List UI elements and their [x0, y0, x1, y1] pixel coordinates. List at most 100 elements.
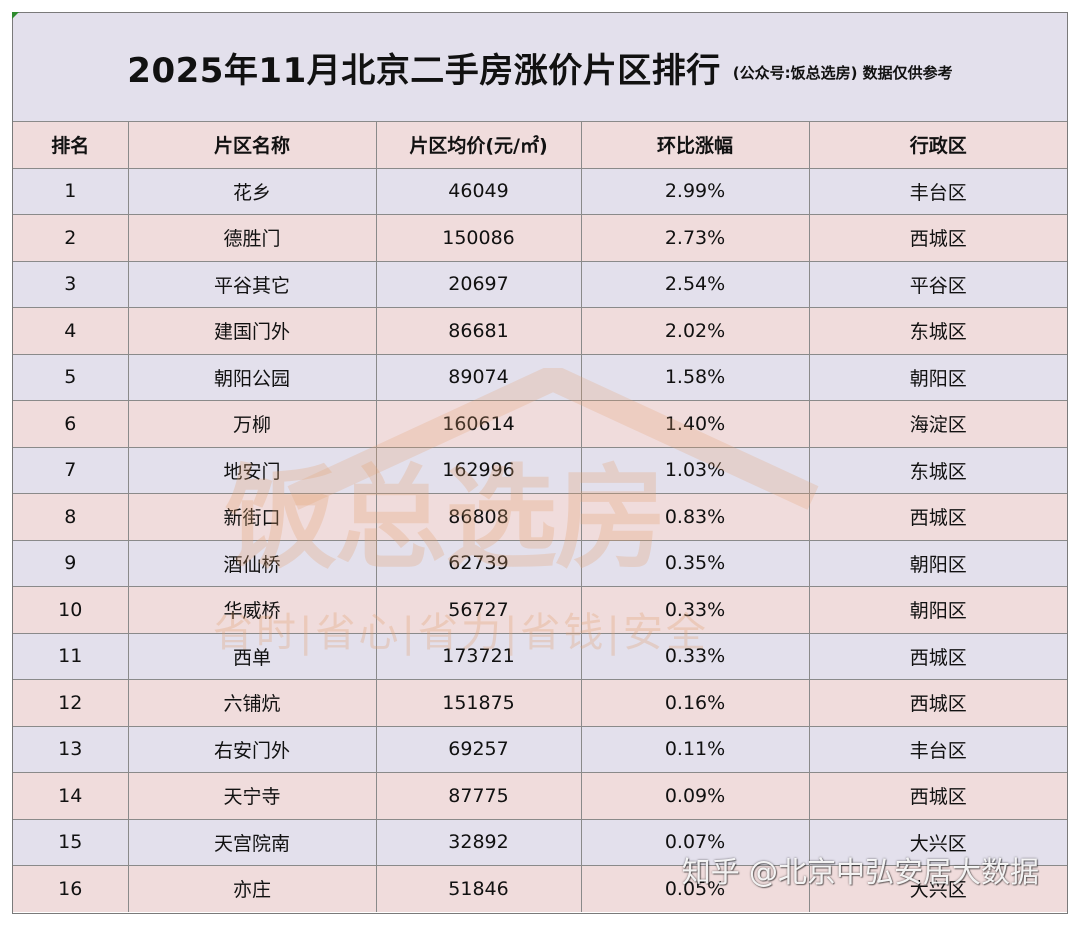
cell-mom-change: 2.54%	[580, 260, 810, 308]
table-row: 12 六铺炕 151875 0.16% 西城区	[13, 679, 1067, 727]
cell-district: 平谷区	[808, 260, 1067, 308]
cell-rank: 8	[13, 493, 129, 541]
source-watermark: 知乎 @北京中弘安居大数据	[681, 855, 1039, 889]
ranking-sheet: 2025年11月北京二手房涨价片区排行 (公众号:饭总选房) 数据仅供参考 排名…	[12, 12, 1068, 914]
cell-rank: 1	[13, 167, 129, 215]
cell-mom-change: 2.73%	[580, 214, 810, 262]
cell-area-name: 建国门外	[127, 307, 377, 355]
cell-avg-price: 20697	[375, 260, 582, 308]
cell-district: 大兴区	[808, 865, 1067, 912]
cell-mom-change: 1.03%	[580, 446, 810, 494]
cell-mom-change: 1.58%	[580, 353, 810, 401]
cell-rank: 9	[13, 539, 129, 587]
cell-avg-price: 51846	[375, 865, 582, 912]
cell-area-name: 西单	[127, 632, 377, 680]
cell-rank: 2	[13, 214, 129, 262]
corner-marker	[12, 12, 19, 19]
cell-avg-price: 86681	[375, 307, 582, 355]
cell-area-name: 朝阳公园	[127, 353, 377, 401]
cell-mom-change: 0.09%	[580, 772, 810, 820]
cell-avg-price: 160614	[375, 400, 582, 448]
table-body: 1 花乡 46049 2.99% 丰台区 2 德胜门 150086 2.73% 西城区 3 平谷其它 2…	[13, 167, 1067, 912]
cell-mom-change: 1.40%	[580, 400, 810, 448]
header-mom-change: 环比涨幅	[580, 122, 810, 169]
cell-area-name: 亦庄	[127, 865, 377, 912]
cell-area-name: 酒仙桥	[127, 539, 377, 587]
cell-avg-price: 87775	[375, 772, 582, 820]
header-rank: 排名	[13, 122, 129, 169]
header-avg-price: 片区均价(元/㎡)	[375, 122, 582, 169]
cell-area-name: 六铺炕	[127, 679, 377, 727]
cell-district: 东城区	[808, 446, 1067, 494]
table-row: 1 花乡 46049 2.99% 丰台区	[13, 167, 1067, 215]
cell-area-name: 万柳	[127, 400, 377, 448]
cell-district: 朝阳区	[808, 586, 1067, 634]
table-row: 13 右安门外 69257 0.11% 丰台区	[13, 725, 1067, 773]
cell-district: 西城区	[808, 679, 1067, 727]
cell-mom-change: 0.33%	[580, 632, 810, 680]
table-row: 3 平谷其它 20697 2.54% 平谷区	[13, 260, 1067, 308]
cell-district: 大兴区	[808, 818, 1067, 866]
cell-area-name: 花乡	[127, 167, 377, 215]
cell-rank: 7	[13, 446, 129, 494]
cell-mom-change: 2.99%	[580, 167, 810, 215]
page-title: 2025年11月北京二手房涨价片区排行	[127, 50, 721, 91]
cell-mom-change: 0.33%	[580, 586, 810, 634]
cell-rank: 6	[13, 400, 129, 448]
cell-area-name: 天宫院南	[127, 818, 377, 866]
cell-district: 丰台区	[808, 725, 1067, 773]
cell-area-name: 华威桥	[127, 586, 377, 634]
cell-area-name: 地安门	[127, 446, 377, 494]
cell-avg-price: 69257	[375, 725, 582, 773]
cell-district: 东城区	[808, 307, 1067, 355]
cell-avg-price: 162996	[375, 446, 582, 494]
cell-avg-price: 62739	[375, 539, 582, 587]
ranking-table: 排名 片区名称 片区均价(元/㎡) 环比涨幅 行政区 1 花乡 46049 2.99%…	[13, 122, 1067, 912]
cell-avg-price: 46049	[375, 167, 582, 215]
cell-avg-price: 32892	[375, 818, 582, 866]
cell-mom-change: 2.02%	[580, 307, 810, 355]
table-row: 6 万柳 160614 1.40% 海淀区	[13, 400, 1067, 448]
table-header-row: 排名 片区名称 片区均价(元/㎡) 环比涨幅 行政区	[13, 122, 1067, 169]
cell-rank: 12	[13, 679, 129, 727]
cell-district: 西城区	[808, 493, 1067, 541]
cell-rank: 15	[13, 818, 129, 866]
header-area-name: 片区名称	[127, 122, 377, 169]
cell-district: 朝阳区	[808, 539, 1067, 587]
cell-mom-change: 0.83%	[580, 493, 810, 541]
cell-rank: 16	[13, 865, 129, 912]
cell-avg-price: 151875	[375, 679, 582, 727]
cell-rank: 14	[13, 772, 129, 820]
cell-rank: 10	[13, 586, 129, 634]
cell-mom-change: 0.11%	[580, 725, 810, 773]
cell-district: 西城区	[808, 632, 1067, 680]
cell-avg-price: 150086	[375, 214, 582, 262]
cell-district: 西城区	[808, 214, 1067, 262]
cell-area-name: 右安门外	[127, 725, 377, 773]
table-row: 9 酒仙桥 62739 0.35% 朝阳区	[13, 539, 1067, 587]
cell-district: 丰台区	[808, 167, 1067, 215]
table-row: 10 华威桥 56727 0.33% 朝阳区	[13, 586, 1067, 634]
cell-rank: 11	[13, 632, 129, 680]
cell-district: 西城区	[808, 772, 1067, 820]
table-row: 16 亦庄 51846 0.05% 大兴区	[13, 865, 1067, 912]
table-row: 2 德胜门 150086 2.73% 西城区	[13, 214, 1067, 262]
cell-mom-change: 0.05%	[580, 865, 810, 912]
cell-rank: 4	[13, 307, 129, 355]
cell-area-name: 平谷其它	[127, 260, 377, 308]
cell-avg-price: 56727	[375, 586, 582, 634]
cell-mom-change: 0.16%	[580, 679, 810, 727]
cell-rank: 5	[13, 353, 129, 401]
cell-rank: 3	[13, 260, 129, 308]
table-row: 7 地安门 162996 1.03% 东城区	[13, 446, 1067, 494]
table-row: 5 朝阳公园 89074 1.58% 朝阳区	[13, 353, 1067, 401]
cell-avg-price: 89074	[375, 353, 582, 401]
cell-mom-change: 0.35%	[580, 539, 810, 587]
cell-rank: 13	[13, 725, 129, 773]
cell-area-name: 德胜门	[127, 214, 377, 262]
title-banner: 2025年11月北京二手房涨价片区排行 (公众号:饭总选房) 数据仅供参考	[13, 13, 1067, 122]
cell-avg-price: 173721	[375, 632, 582, 680]
table-row: 4 建国门外 86681 2.02% 东城区	[13, 307, 1067, 355]
cell-avg-price: 86808	[375, 493, 582, 541]
header-district: 行政区	[808, 122, 1067, 169]
